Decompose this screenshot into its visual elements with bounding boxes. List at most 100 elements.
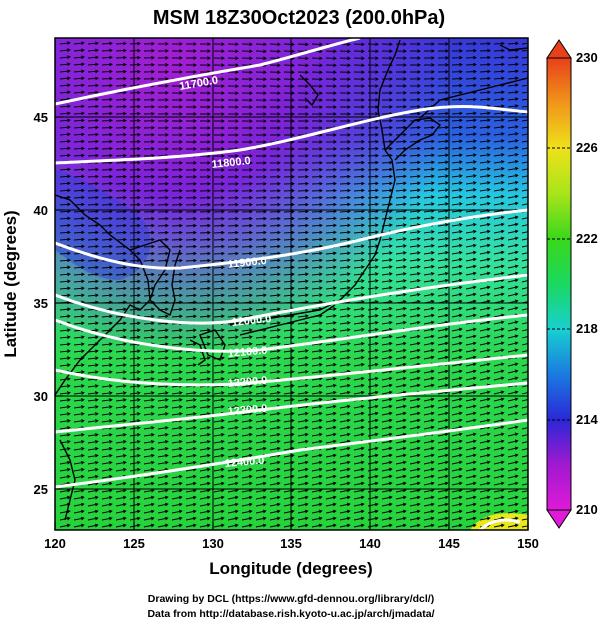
wind-arrow bbox=[213, 516, 225, 521]
wind-arrow bbox=[451, 313, 463, 318]
wind-arrow bbox=[409, 97, 421, 102]
wind-arrow bbox=[129, 76, 141, 81]
wind-arrow bbox=[409, 188, 421, 193]
wind-arrow bbox=[115, 488, 127, 493]
wind-arrow bbox=[59, 439, 71, 444]
wind-arrow bbox=[381, 453, 393, 458]
wind-arrow bbox=[143, 467, 155, 472]
wind-arrow bbox=[437, 383, 449, 388]
wind-arrow bbox=[59, 118, 71, 123]
wind-arrow bbox=[409, 481, 421, 486]
wind-arrow bbox=[283, 49, 295, 54]
wind-arrow bbox=[297, 112, 309, 116]
wind-arrow bbox=[171, 112, 183, 116]
wind-arrow bbox=[465, 474, 477, 479]
wind-arrow bbox=[493, 390, 505, 395]
wind-arrow bbox=[339, 453, 351, 458]
wind-arrow bbox=[157, 432, 169, 437]
wind-arrow bbox=[73, 398, 85, 402]
wind-arrow bbox=[73, 419, 85, 423]
wind-arrow bbox=[129, 55, 141, 60]
wind-arrow bbox=[283, 91, 295, 95]
x-tick-label: 135 bbox=[280, 536, 302, 551]
wind-arrow bbox=[143, 90, 155, 95]
wind-arrow bbox=[409, 411, 421, 416]
wind-arrow bbox=[283, 439, 295, 444]
wind-arrow bbox=[73, 321, 85, 326]
wind-arrow bbox=[339, 91, 351, 95]
wind-arrow bbox=[521, 175, 528, 178]
wind-arrow bbox=[143, 216, 155, 221]
wind-arrow bbox=[353, 174, 365, 179]
wind-arrow bbox=[451, 509, 463, 514]
wind-arrow bbox=[339, 230, 351, 235]
wind-arrow bbox=[451, 481, 463, 486]
wind-arrow bbox=[199, 251, 211, 256]
wind-arrow bbox=[171, 147, 183, 151]
wind-arrow bbox=[381, 286, 393, 290]
wind-arrow bbox=[101, 132, 113, 137]
wind-arrow bbox=[395, 383, 407, 388]
wind-arrow bbox=[353, 474, 365, 479]
wind-arrow bbox=[311, 300, 323, 304]
wind-arrow bbox=[353, 418, 365, 423]
wind-arrow bbox=[521, 308, 528, 311]
wind-arrow bbox=[115, 481, 127, 486]
wind-arrow bbox=[325, 432, 337, 437]
wind-arrow bbox=[283, 314, 295, 318]
wind-arrow bbox=[437, 467, 449, 472]
wind-arrow bbox=[339, 98, 351, 102]
wind-arrow bbox=[171, 356, 183, 360]
wind-arrow bbox=[395, 202, 407, 207]
wind-arrow bbox=[465, 299, 477, 304]
wind-arrow bbox=[213, 328, 225, 332]
wind-arrow bbox=[269, 105, 281, 109]
wind-arrow bbox=[115, 307, 127, 312]
wind-arrow bbox=[241, 481, 253, 486]
wind-arrow bbox=[283, 161, 295, 165]
wind-arrow bbox=[493, 76, 505, 81]
wind-arrow bbox=[87, 314, 99, 319]
wind-arrow bbox=[269, 293, 281, 298]
wind-arrow bbox=[493, 334, 505, 339]
wind-arrow bbox=[59, 216, 71, 221]
wind-arrow bbox=[479, 397, 491, 402]
wind-arrow bbox=[339, 376, 351, 381]
wind-arrow bbox=[339, 362, 351, 367]
wind-arrow bbox=[507, 215, 519, 220]
wind-arrow bbox=[367, 432, 379, 437]
wind-arrow bbox=[199, 147, 211, 151]
wind-arrow bbox=[269, 216, 281, 221]
wind-arrow bbox=[255, 265, 267, 270]
wind-arrow bbox=[269, 42, 281, 47]
wind-arrow bbox=[283, 63, 295, 68]
wind-arrow bbox=[325, 460, 337, 465]
wind-arrow bbox=[493, 201, 505, 206]
wind-arrow bbox=[101, 467, 113, 472]
wind-arrow bbox=[339, 502, 351, 507]
wind-arrow bbox=[465, 167, 477, 171]
wind-arrow bbox=[507, 502, 519, 507]
wind-arrow bbox=[395, 376, 407, 381]
wind-arrow bbox=[367, 341, 379, 346]
wind-arrow bbox=[521, 56, 528, 59]
wind-arrow bbox=[101, 244, 113, 249]
wind-arrow bbox=[185, 377, 197, 381]
wind-arrow bbox=[87, 356, 99, 360]
wind-arrow bbox=[87, 41, 99, 46]
wind-arrow bbox=[353, 376, 365, 381]
wind-arrow bbox=[101, 433, 113, 437]
wind-arrow bbox=[171, 49, 183, 53]
wind-arrow bbox=[185, 370, 197, 374]
wind-arrow bbox=[311, 495, 323, 500]
wind-arrow bbox=[143, 446, 155, 451]
wind-arrow bbox=[395, 160, 407, 165]
wind-arrow bbox=[269, 349, 281, 353]
wind-arrow bbox=[129, 488, 141, 493]
wind-arrow bbox=[395, 488, 407, 493]
wind-arrow bbox=[213, 237, 225, 242]
credit-data: Data from http://database.rish.kyoto-u.a… bbox=[147, 608, 434, 620]
wind-arrow bbox=[171, 523, 183, 528]
wind-arrow bbox=[185, 119, 197, 123]
wind-arrow bbox=[115, 495, 127, 500]
